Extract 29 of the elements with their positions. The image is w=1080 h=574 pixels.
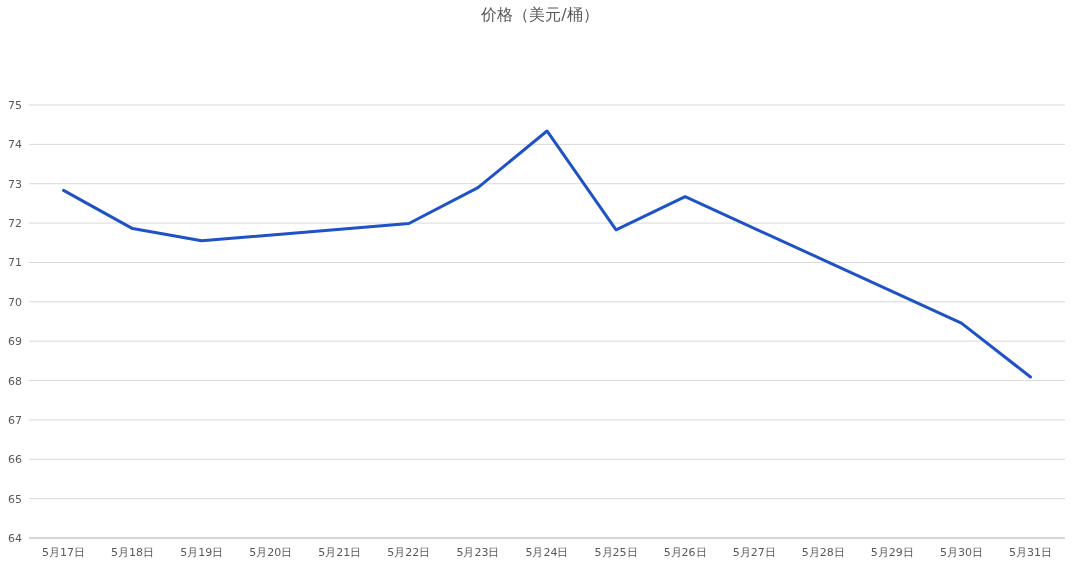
- x-tick-label: 5月28日: [801, 546, 845, 559]
- line-series: [62, 129, 1032, 379]
- x-tick-label: 5月31日: [1008, 546, 1052, 559]
- x-tick-label: 5月21日: [318, 546, 362, 559]
- x-tick-label: 5月26日: [663, 546, 707, 559]
- y-tick-label: 65: [8, 492, 22, 506]
- y-tick-label: 67: [8, 413, 22, 427]
- x-tick-label: 5月29日: [870, 546, 914, 559]
- chart-title: 价格（美元/桶）: [480, 5, 599, 24]
- x-tick-label: 5月18日: [111, 546, 155, 559]
- y-tick-label: 74: [8, 138, 22, 152]
- x-tick-label: 5月22日: [387, 546, 431, 559]
- x-tick-label: 5月20日: [249, 546, 293, 559]
- x-tick-label: 5月19日: [180, 546, 224, 559]
- y-tick-label: 68: [8, 374, 22, 388]
- y-tick-label: 75: [8, 99, 22, 112]
- y-tick-label: 71: [8, 256, 22, 270]
- x-tick-label: 5月23日: [456, 546, 500, 559]
- x-tick-label: 5月25日: [594, 546, 638, 559]
- y-tick-label: 72: [8, 217, 22, 231]
- y-tick-label: 70: [8, 295, 22, 309]
- x-tick-label: 5月24日: [525, 546, 569, 559]
- x-tick-label: 5月30日: [939, 546, 983, 559]
- x-tick-label: 5月27日: [732, 546, 776, 559]
- y-tick-label: 64: [8, 532, 22, 545]
- y-tick-label: 73: [8, 177, 22, 191]
- y-tick-label: 66: [8, 453, 22, 467]
- y-tick-label: 69: [8, 335, 22, 349]
- x-tick-label: 5月17日: [42, 546, 86, 559]
